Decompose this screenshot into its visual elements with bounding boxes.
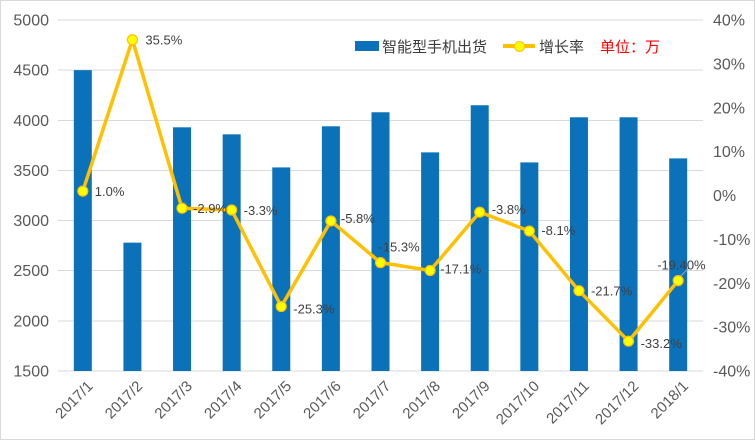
bar: [421, 152, 440, 371]
x-axis-label: 2017/1: [52, 378, 96, 422]
line-point: [374, 257, 387, 269]
data-label: 35.5%: [145, 33, 182, 48]
data-label: -33.2%: [641, 336, 683, 351]
data-label: -19.40%: [657, 258, 706, 273]
right-axis-label: -10%: [713, 232, 750, 249]
bar-series-swatch: [355, 41, 379, 51]
bar: [371, 112, 390, 372]
unit-note: 单位：万: [600, 38, 661, 56]
right-axis-label: 40%: [713, 13, 745, 30]
x-axis-label: 2017/2: [102, 378, 146, 422]
right-axis-label: 30%: [713, 56, 745, 73]
bar: [669, 158, 688, 371]
left-axis-label: 4000: [13, 113, 49, 130]
line-point: [226, 204, 238, 216]
data-label: -25.3%: [293, 302, 335, 317]
bar: [222, 134, 241, 371]
x-axis-label: 2017/6: [300, 378, 344, 422]
line-point: [126, 34, 139, 46]
x-axis-label: 2017/9: [449, 378, 493, 422]
left-axis-label: 1500: [13, 364, 49, 381]
line-point: [474, 206, 486, 218]
right-axis-label: 20%: [713, 100, 745, 117]
left-axis-label: 3500: [13, 163, 49, 180]
x-axis-label: 2017/10: [493, 378, 543, 428]
left-axis-label: 2000: [13, 313, 49, 330]
data-label: -3.3%: [244, 203, 278, 218]
data-label: -2.9%: [193, 201, 227, 216]
right-axis-label: 10%: [713, 144, 745, 161]
line-point: [573, 285, 585, 297]
line-series-swatch: [503, 41, 536, 52]
left-axis-label: 5000: [13, 13, 49, 30]
data-label: -3.8%: [492, 202, 526, 217]
x-axis-label: 2017/7: [350, 378, 394, 422]
line-point: [275, 300, 287, 313]
right-axis-label: 0%: [713, 188, 736, 205]
data-label: -17.1%: [440, 262, 482, 277]
data-label: -15.3%: [379, 240, 421, 255]
right-axis-label: -30%: [713, 320, 750, 337]
data-label: -21.7%: [591, 284, 633, 299]
line-series-label: 增长率: [539, 38, 585, 56]
bar: [321, 126, 340, 371]
x-axis-label: 2017/3: [151, 378, 195, 422]
line-point: [77, 185, 89, 197]
bar: [173, 127, 192, 371]
bar: [470, 105, 489, 371]
bar: [73, 70, 92, 372]
line-point: [523, 225, 535, 237]
left-axis-label: 2500: [13, 263, 49, 280]
bar: [569, 117, 588, 371]
legend: 智能型手机出货 增长率 单位：万: [355, 35, 660, 57]
x-axis-label: 2018/1: [648, 378, 692, 422]
bar: [272, 167, 291, 371]
left-axis-label: 4500: [13, 63, 49, 80]
line-point: [672, 275, 684, 287]
x-axis-label: 2017/5: [251, 378, 295, 422]
data-label: 1.0%: [95, 184, 125, 199]
bar: [123, 242, 142, 371]
bar: [619, 117, 638, 371]
line-point: [176, 202, 188, 214]
data-label: -5.8%: [341, 211, 375, 226]
right-axis-label: -20%: [713, 276, 750, 293]
x-axis-label: 2017/12: [592, 378, 642, 428]
line-series-marker-icon: [514, 41, 526, 52]
bar: [520, 162, 539, 371]
line-point: [622, 335, 635, 347]
x-axis-label: 2017/8: [399, 378, 443, 422]
x-axis-label: 2017/11: [543, 378, 593, 428]
label-leader-line: [679, 267, 690, 277]
right-axis-label: -40%: [713, 364, 750, 381]
left-axis-label: 3000: [13, 213, 49, 230]
x-axis-label: 2017/4: [201, 378, 245, 422]
line-point: [424, 264, 436, 277]
data-label: -8.1%: [541, 223, 575, 238]
line-point: [325, 215, 337, 227]
bar-series-label: 智能型手机出货: [382, 38, 488, 56]
